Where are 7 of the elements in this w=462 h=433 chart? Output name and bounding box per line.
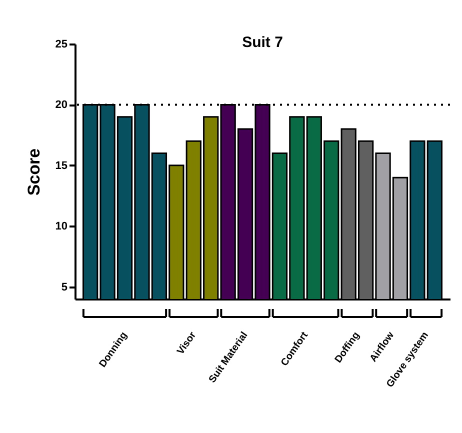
y-tick-label: 5 xyxy=(61,281,68,294)
y-tick-label: 20 xyxy=(55,99,68,112)
y-axis-title: Score xyxy=(24,148,44,196)
y-tick-label: 25 xyxy=(55,38,68,50)
chart-title: Suit 7 xyxy=(242,34,283,51)
y-tick-label: 15 xyxy=(55,160,68,172)
y-tick-label: 10 xyxy=(55,220,68,233)
